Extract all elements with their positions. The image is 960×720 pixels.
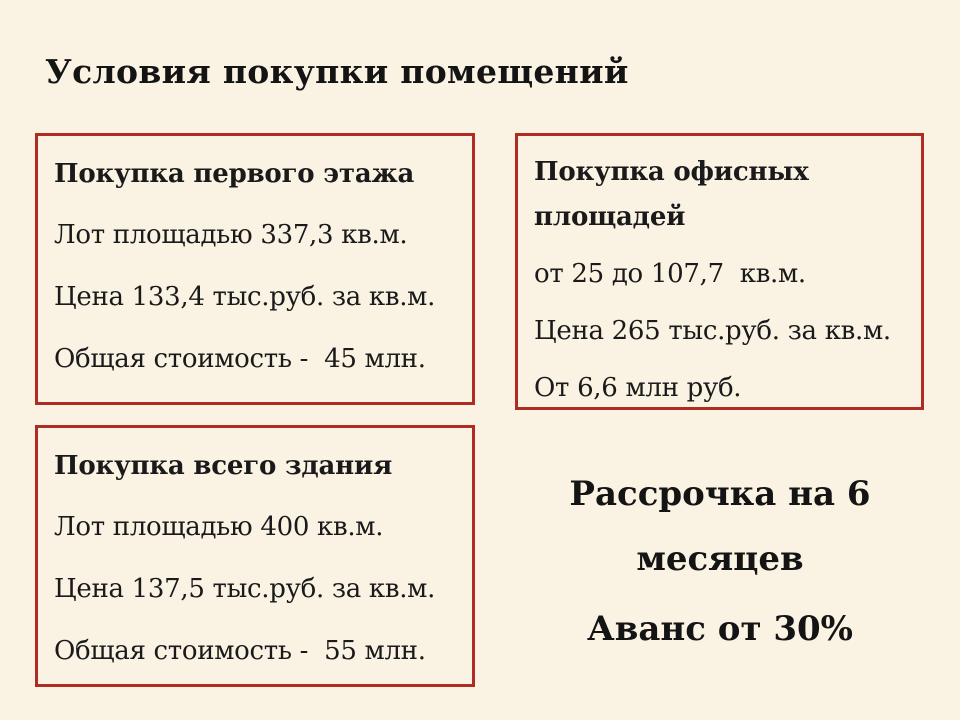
card-whole-building: Покупка всего здания Лот площадью 400 кв… xyxy=(35,425,475,687)
card-office-space-area-range: от 25 до 107,7 кв.м. xyxy=(534,259,806,289)
card-first-floor-lot-area: Лот площадью 337,3 кв.м. xyxy=(54,220,408,250)
card-first-floor-total-cost: Общая стоимость - 45 млн. xyxy=(54,344,426,374)
card-first-floor: Покупка первого этажа Лот площадью 337,3… xyxy=(35,133,475,405)
offer-terms: Рассрочка на 6 месяцев Аванс от 30% xyxy=(505,462,935,662)
card-office-space-header: Покупка офисных площадей xyxy=(534,157,818,232)
card-first-floor-header: Покупка первого этажа xyxy=(54,159,415,189)
card-whole-building-price-per-sqm: Цена 137,5 тыс.руб. за кв.м. xyxy=(54,574,436,604)
installment-text: Рассрочка на 6 месяцев xyxy=(569,474,871,579)
card-office-space-price-per-sqm: Цена 265 тыс.руб. за кв.м. xyxy=(534,316,891,346)
page-title: Условия покупки помещений xyxy=(45,52,629,91)
card-first-floor-price-per-sqm: Цена 133,4 тыс.руб. за кв.м. xyxy=(54,282,436,312)
card-office-space-min-price: От 6,6 млн руб. xyxy=(534,373,742,403)
advance-text: Аванс от 30% xyxy=(587,609,853,649)
card-office-space: Покупка офисных площадей от 25 до 107,7 … xyxy=(515,133,924,410)
card-whole-building-lot-area: Лот площадью 400 кв.м. xyxy=(54,512,384,542)
card-whole-building-header: Покупка всего здания xyxy=(54,451,393,481)
card-whole-building-total-cost: Общая стоимость - 55 млн. xyxy=(54,636,426,666)
